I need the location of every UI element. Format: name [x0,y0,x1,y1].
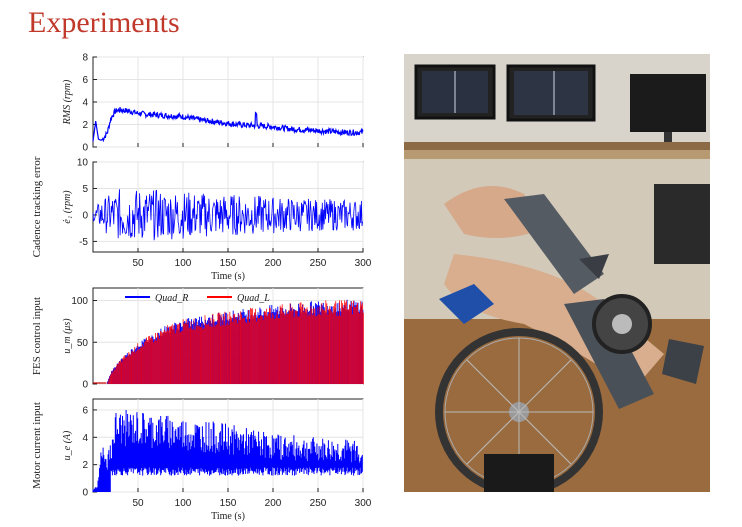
y-tick-label: 10 [77,158,89,169]
outer-axis-label: Cadence tracking error [31,156,43,257]
x-tick-label: 150 [220,258,237,269]
y-tick-label: 0 [82,488,88,499]
y-tick-label: 100 [71,296,88,307]
exoskeleton-cycling-photo [404,54,710,492]
y-tick-label: 5 [82,184,88,195]
x-tick-label: 50 [132,258,144,269]
x-tick-label: 100 [175,258,192,269]
x-tick-label: 300 [355,498,372,509]
motor-current-series [92,410,363,492]
y-tick-label: 6 [82,75,88,86]
y-tick-label: 2 [82,460,88,471]
y-tick-label: 0 [82,143,88,154]
y-tick-label: 6 [82,405,88,416]
y-tick-label: 2 [82,120,88,131]
x-tick-label: 50 [132,498,144,509]
y-axis-label: ė₁ (rpm) [62,190,73,224]
legend-label-quad-r: Quad_R [155,293,188,304]
x-tick-label: 250 [310,258,327,269]
y-axis-label: RMS (rpm) [62,79,73,125]
outer-axis-label: FES control input [31,297,43,375]
y-axis-label: u_m (μs) [62,318,73,354]
x-tick-label: 150 [220,498,237,509]
x-tick-label: 200 [265,258,282,269]
rms-series-line [92,107,364,143]
x-axis-label: Time (s) [211,511,245,522]
x-tick-label: 100 [175,498,192,509]
legend-label-quad-l: Quad_L [237,293,270,304]
y-tick-label: 4 [82,433,88,444]
y-tick-label: 0 [82,210,88,221]
y-tick-label: 8 [82,53,88,64]
y-axis-label: u_e (A) [62,430,73,460]
slide-title: Experiments [28,6,180,39]
y-tick-label: -5 [79,237,88,248]
x-tick-label: 250 [310,498,327,509]
y-tick-label: 4 [82,98,88,109]
x-tick-label: 200 [265,498,282,509]
x-axis-label: Time (s) [211,271,245,282]
outer-axis-label: Motor current input [31,402,43,489]
x-tick-label: 300 [355,258,372,269]
quad-l-series [107,300,364,384]
tracking-error-series-line [92,189,363,241]
y-tick-label: 0 [82,380,88,391]
y-tick-label: 50 [77,338,89,349]
